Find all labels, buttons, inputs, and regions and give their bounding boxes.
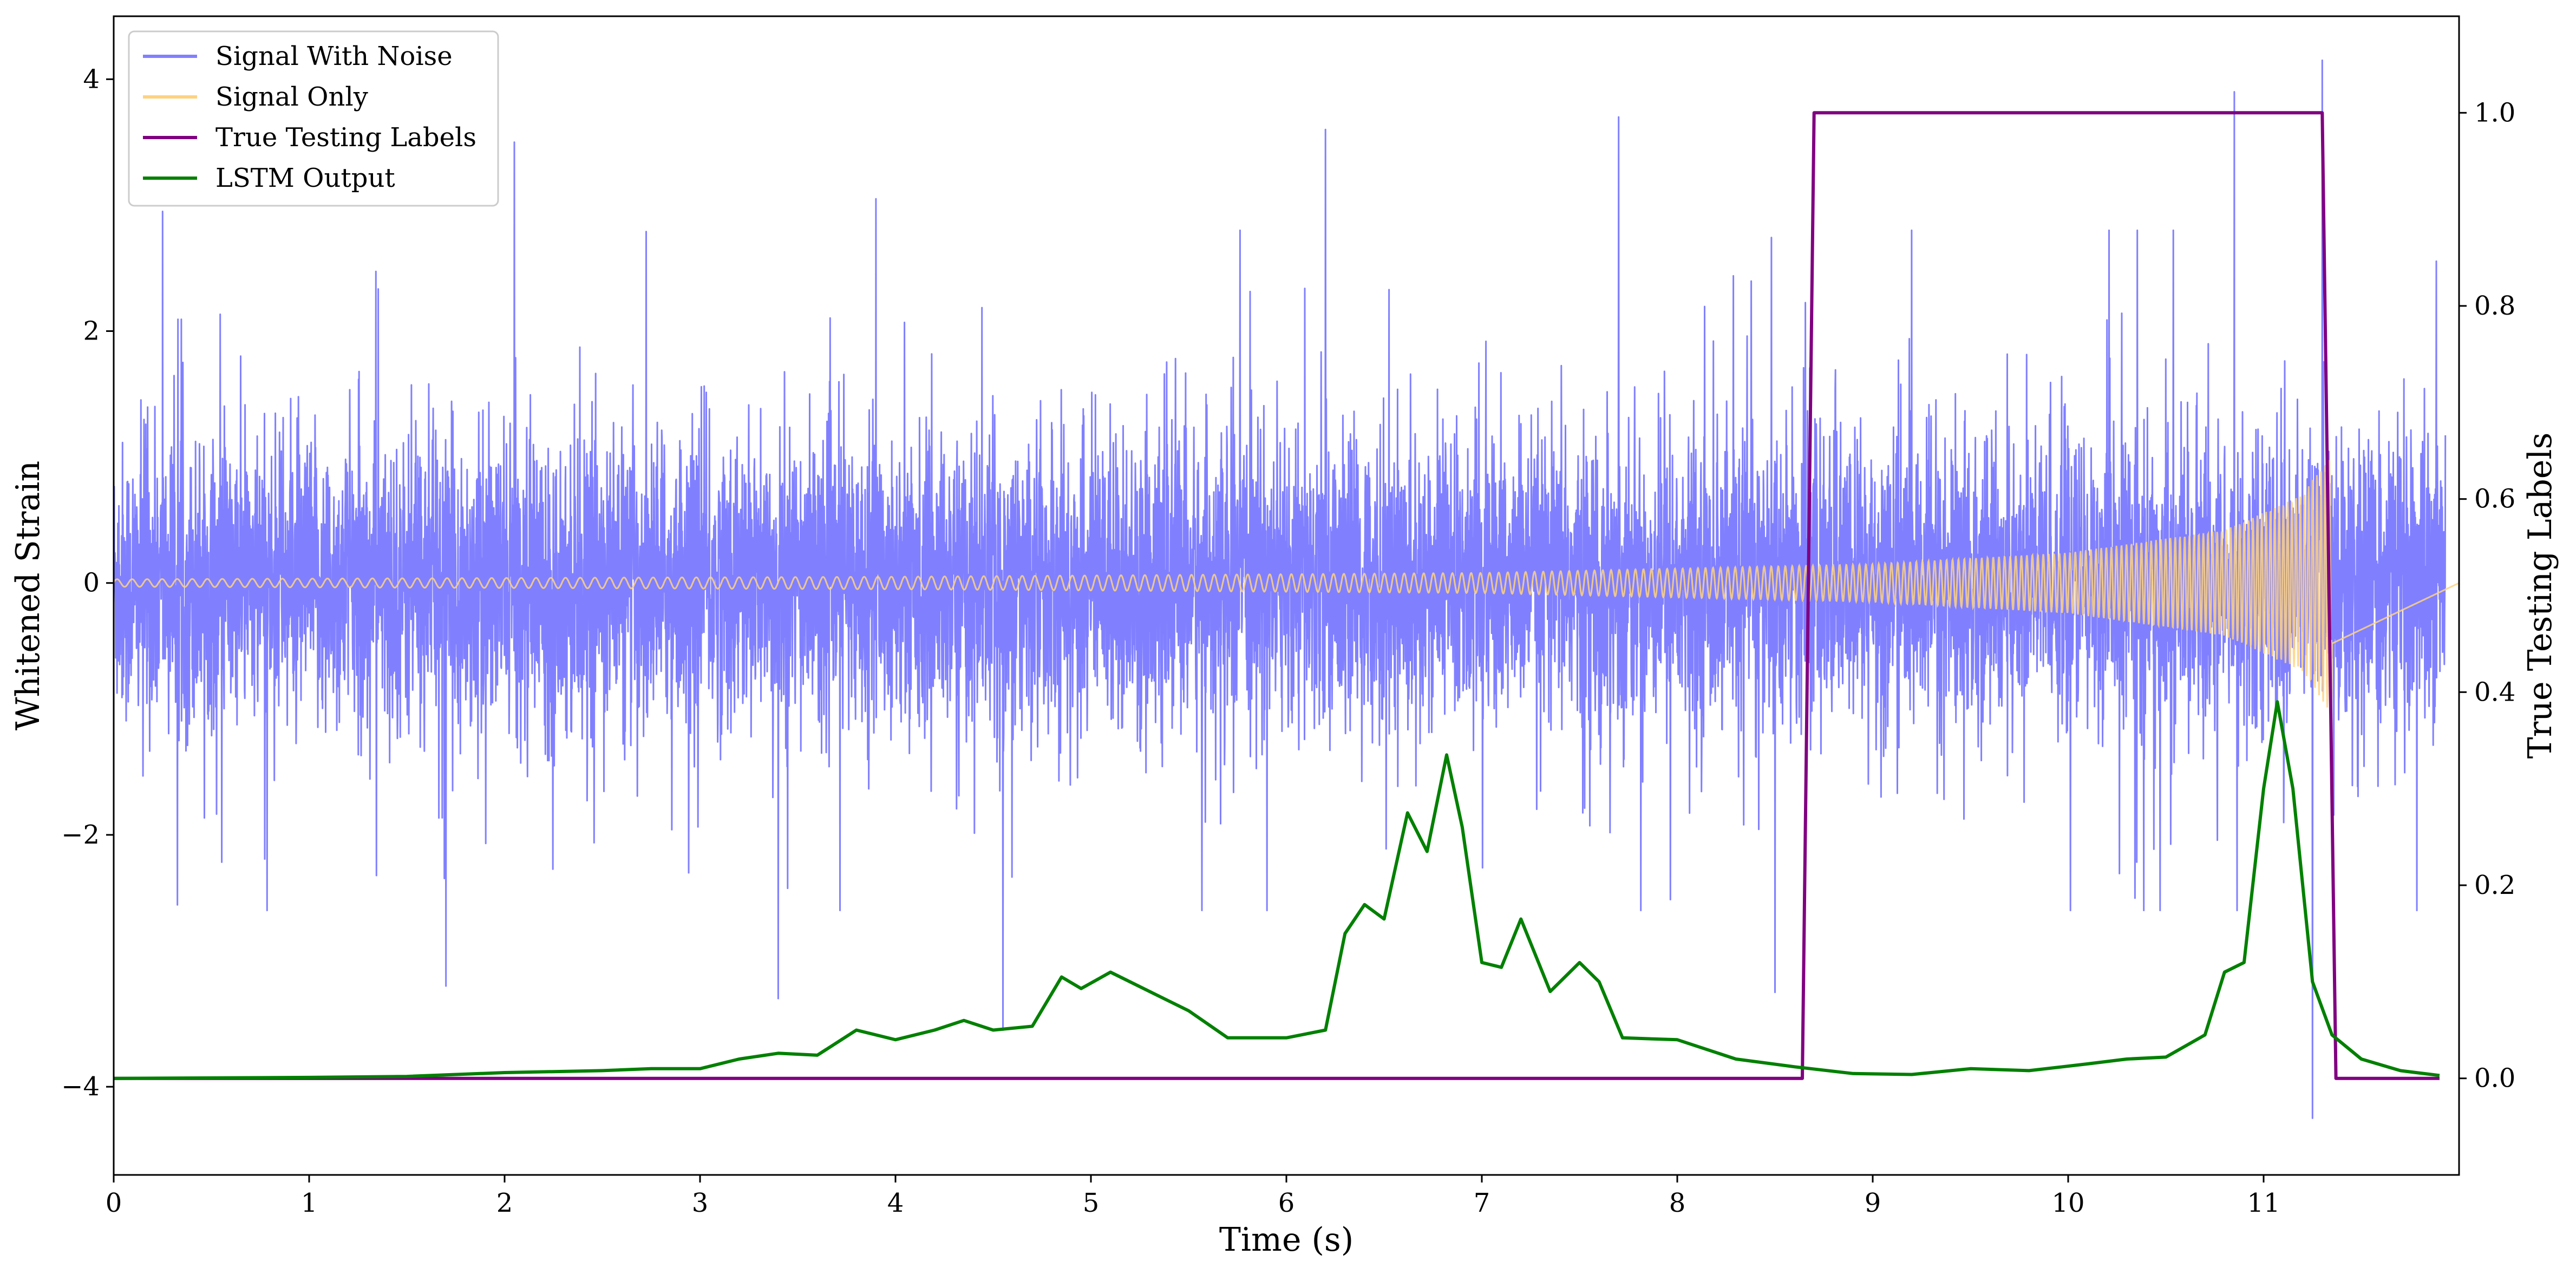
series-true-testing-labels [114, 111, 2440, 1080]
legend-box [128, 30, 499, 207]
x-tick-label: 8 [1669, 1188, 1686, 1218]
y-axis-right: 0.0 0.2 0.4 0.6 0.8 1.0 [2459, 97, 2515, 1094]
x-tick-label: 11 [2247, 1188, 2280, 1218]
legend: Signal With Noise Signal Only True Testing… [128, 30, 499, 207]
y-axis-title: Whitened Strain [9, 461, 47, 730]
series-signal-only [114, 460, 2459, 709]
x-tick-label: 7 [1474, 1188, 1490, 1218]
y2-axis-title: True Testing Labels [2521, 433, 2559, 759]
y-tick-label: −2 [61, 820, 100, 850]
series-layer [114, 59, 2459, 1119]
x-axis: 0 1 2 3 4 5 6 7 8 9 10 11 [106, 1175, 2280, 1218]
x-tick-label: 3 [692, 1188, 709, 1218]
x-axis-title: Time (s) [1219, 1221, 1354, 1259]
y-axis-left: −4 −2 0 2 4 [61, 64, 114, 1102]
y2-tick-label: 0.2 [2474, 870, 2515, 900]
series-lstm-output [114, 700, 2440, 1080]
y2-tick-label: 1.0 [2474, 97, 2515, 128]
legend-label: True Testing Labels [215, 122, 476, 153]
x-tick-label: 4 [887, 1188, 904, 1218]
x-tick-label: 9 [1865, 1188, 1881, 1218]
y-tick-label: 0 [83, 568, 100, 598]
x-tick-label: 2 [496, 1188, 513, 1218]
legend-label: Signal Only [215, 82, 368, 112]
y-tick-label: 2 [83, 316, 100, 347]
legend-label: Signal With Noise [215, 41, 453, 71]
x-tick-label: 1 [301, 1188, 318, 1218]
x-tick-label: 0 [106, 1188, 122, 1218]
x-tick-label: 6 [1278, 1188, 1295, 1218]
y-tick-label: −4 [61, 1072, 100, 1102]
y2-tick-label: 0.6 [2474, 484, 2515, 514]
series-signal-with-noise [114, 59, 2447, 1119]
y2-tick-label: 0.0 [2474, 1063, 2515, 1094]
y2-tick-label: 0.8 [2474, 291, 2515, 321]
y2-tick-label: 0.4 [2474, 677, 2515, 707]
x-tick-label: 10 [2051, 1188, 2084, 1218]
x-tick-label: 5 [1083, 1188, 1100, 1218]
y-tick-label: 4 [83, 64, 100, 94]
legend-label: LSTM Output [215, 163, 395, 193]
